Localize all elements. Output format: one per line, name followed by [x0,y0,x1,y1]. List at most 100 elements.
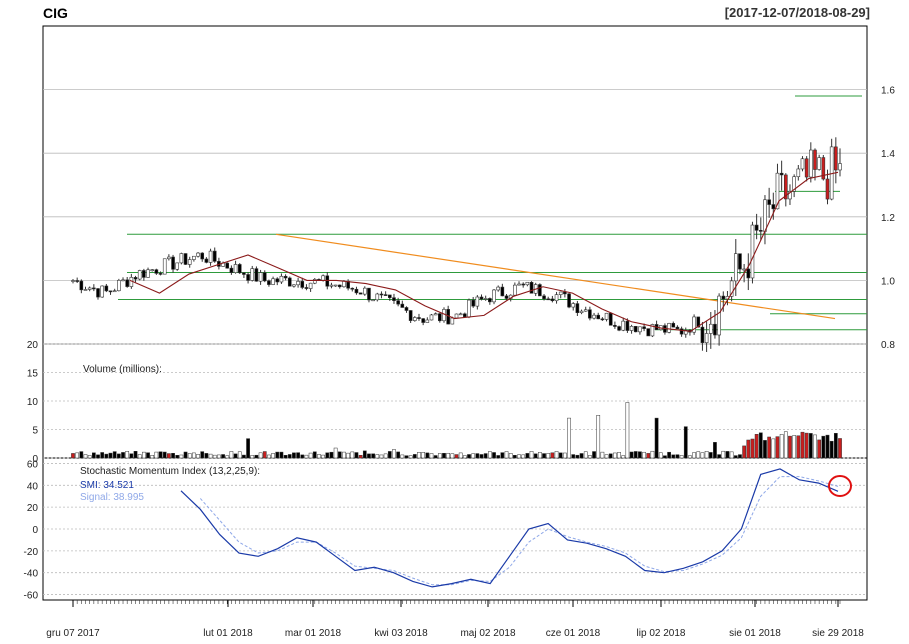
volume-bar [667,451,671,459]
sma-line [129,171,839,332]
candle-body [404,307,409,311]
volume-bar [604,454,609,459]
volume-bar [771,438,776,459]
candle-body [721,295,726,300]
candle-body [488,298,492,303]
volume-bar [767,436,771,459]
volume-bar [650,450,655,459]
candle-body [450,317,455,325]
chart-symbol-title: CIG [43,5,68,21]
volume-bar [187,453,192,459]
volume-bar [704,451,709,459]
volume-bar [437,453,442,459]
volume-bar [679,455,684,459]
volume-bar [796,435,801,459]
price-tick-label: 1.4 [881,149,895,160]
candle-body [358,292,363,295]
volume-bar [379,454,384,459]
candle-body [563,291,567,295]
candle-body [333,284,338,287]
volume-bar [175,455,180,459]
candle-body [150,269,155,271]
candle-body [137,270,142,280]
candle-body [517,283,521,286]
volume-bar [296,452,300,459]
smi-tick-label: 40 [27,481,39,492]
volume-bar [813,434,817,459]
volume-bar [579,453,584,459]
volume-bar [513,455,517,459]
candle-body [742,268,746,271]
candle-body [179,253,184,264]
candle-body [454,313,459,319]
volume-bar [75,452,80,459]
candle-body [417,317,421,319]
annotation-circle [828,475,852,497]
volume-bar [337,451,342,459]
volume-tick-label: 10 [27,397,39,408]
candle-body [187,259,192,265]
volume-bar [750,438,755,459]
candle-body [242,272,246,275]
candle-body [208,250,213,263]
candle-body [542,295,546,300]
volume-bar [717,454,721,459]
candle-body [421,318,425,323]
candle-body [200,252,205,260]
volume-bar [183,451,188,459]
candle-body [108,290,113,293]
candle-body [425,319,430,323]
candle-body [817,157,821,170]
candle-body [538,284,542,297]
volume-bar [742,445,746,459]
volume-bar [729,451,734,459]
candle-body [546,298,551,301]
volume-bar [613,452,617,459]
volume-bar [192,452,196,459]
candle-body [279,275,284,283]
candle-body [271,278,275,285]
candle-body [621,320,626,331]
candle-body [371,299,375,302]
volume-bar [838,438,842,459]
volume-bar [608,453,613,459]
candle-body [429,314,434,321]
volume-bar [733,455,738,459]
volume-bar [533,453,538,459]
x-tick-label: sie 29 2018 [812,628,864,639]
candle-body [679,328,684,335]
candle-body [225,262,230,269]
volume-tick-label: 20 [27,340,39,351]
candle-body [212,250,217,262]
candle-body [112,290,117,293]
volume-bar [308,452,313,459]
candle-body [83,289,88,291]
smi-tick-label: -40 [24,569,39,580]
candle-body [704,333,709,344]
volume-bar [779,434,784,459]
volume-bar [150,455,155,459]
axes: 1.61.41.21.00.8201510506040200-20-40-60g… [24,86,896,639]
candle-body [300,281,305,288]
candle-body [646,328,651,337]
candle-body [275,278,280,283]
candle-body [754,224,759,231]
price-candles [71,137,842,352]
candle-body [367,287,371,301]
volume-bar [275,451,280,459]
volume-bar [508,453,513,459]
candle-body [329,284,334,287]
candle-body [392,297,396,301]
volume-bar [104,453,109,459]
x-tick-label: lut 01 2018 [203,628,253,639]
x-tick-label: sie 01 2018 [729,628,781,639]
volume-bar [792,435,796,459]
candle-body [792,176,796,192]
candle-body [433,313,438,316]
smi-value-label: SMI: 34.521 [80,480,134,491]
volume-bar [596,415,601,459]
price-tick-label: 1.2 [881,213,895,224]
volume-bar [400,454,405,459]
candle-body [800,158,805,170]
candle-body [100,285,104,298]
